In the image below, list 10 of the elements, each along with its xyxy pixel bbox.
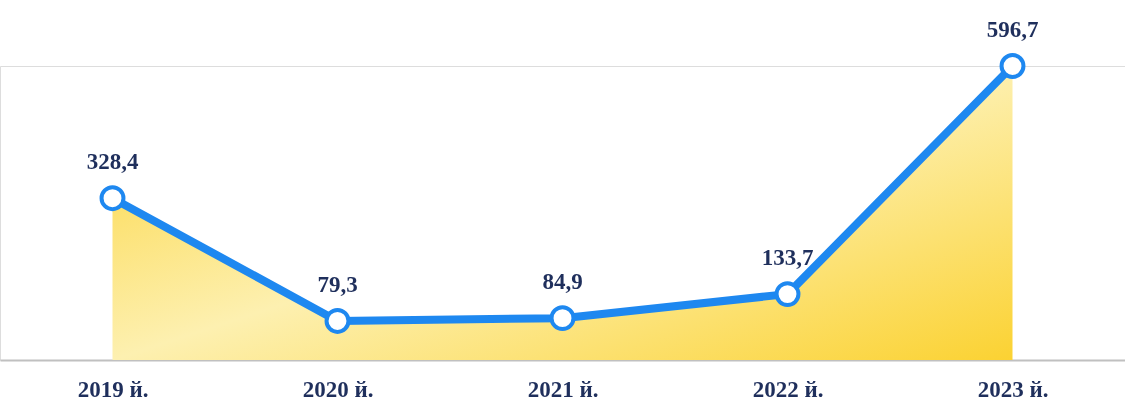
data-label: 79,3 (317, 271, 358, 297)
x-tick-label: 2022 й. (752, 376, 824, 402)
data-label: 84,9 (542, 269, 583, 295)
data-label: 133,7 (761, 245, 814, 271)
x-tick-label: 2020 й. (302, 376, 374, 402)
x-tick-label: 2019 й. (77, 376, 149, 402)
x-tick-label: 2021 й. (527, 376, 599, 402)
data-label: 596,7 (986, 17, 1039, 42)
x-tick-label: 2023 й. (977, 376, 1049, 402)
data-label: 328,4 (86, 149, 139, 175)
